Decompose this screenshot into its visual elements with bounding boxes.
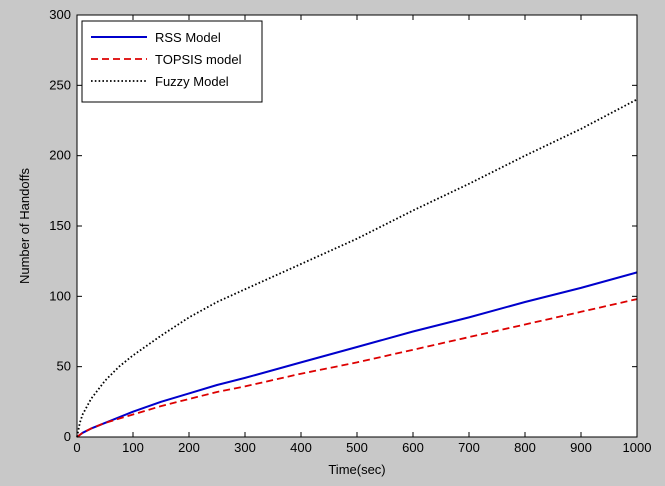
x-tick-label: 200 [178, 440, 200, 455]
y-tick-label: 100 [49, 288, 71, 303]
ticks-layer: 0 100 200 300 400 500 600 700 800 900 1000 0 50 100 15… [49, 7, 651, 455]
x-tick-label: 800 [514, 440, 536, 455]
x-tick-label: 1000 [623, 440, 652, 455]
legend-label: RSS Model [155, 30, 221, 45]
x-tick-label: 700 [458, 440, 480, 455]
legend-label: TOPSIS model [155, 52, 242, 67]
x-axis-label: Time(sec) [328, 462, 385, 477]
y-axis-label: Number of Handoffs [17, 167, 32, 284]
x-tick-label: 0 [73, 440, 80, 455]
y-tick-label: 0 [64, 429, 71, 444]
y-tick-label: 200 [49, 148, 71, 163]
x-tick-label: 600 [402, 440, 424, 455]
x-tick-label: 900 [570, 440, 592, 455]
legend: RSS Model TOPSIS model Fuzzy Model [81, 20, 263, 103]
y-tick-label: 250 [49, 77, 71, 92]
y-tick-label: 50 [57, 359, 71, 374]
x-tick-label: 500 [346, 440, 368, 455]
legend-box [81, 20, 263, 103]
y-tick-label: 300 [49, 7, 71, 22]
x-tick-label: 400 [290, 440, 312, 455]
series-layer [76, 98, 638, 438]
series-line-2 [76, 298, 638, 438]
x-tick-label: 300 [234, 440, 256, 455]
legend-label: Fuzzy Model [155, 74, 229, 89]
y-tick-label: 150 [49, 218, 71, 233]
x-tick-label: 100 [122, 440, 144, 455]
